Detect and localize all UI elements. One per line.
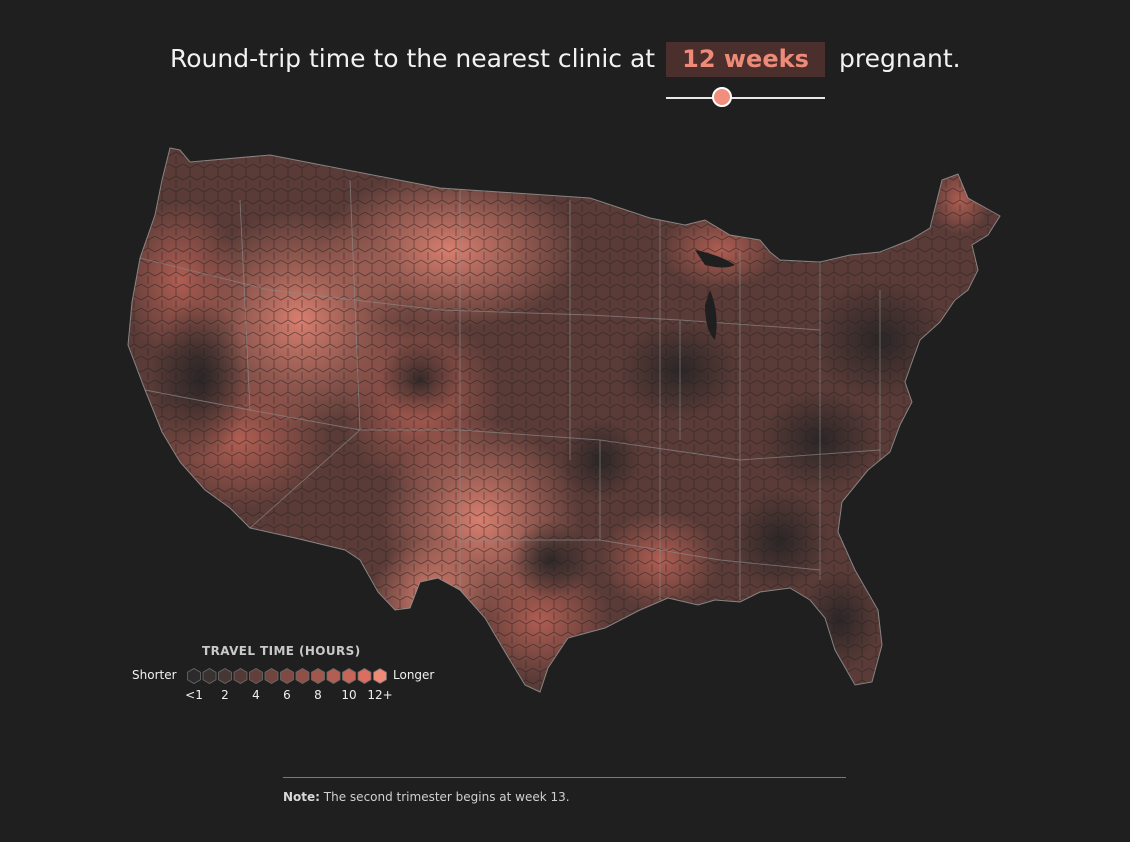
legend-swatch: [218, 668, 232, 684]
note-divider: [283, 777, 846, 778]
legend: TRAVEL TIME (HOURS) Shorter Longer <1 2 4 6…: [128, 642, 448, 712]
legend-tick-label: 8: [314, 688, 322, 702]
slider-track[interactable]: [666, 97, 825, 99]
us-outline: [127, 147, 1001, 693]
legend-tick-label: 10: [341, 688, 357, 702]
legend-swatch: [326, 668, 341, 684]
legend-swatch: [295, 668, 310, 684]
weeks-value-badge: 12 weeks: [666, 42, 825, 77]
legend-swatches: [187, 668, 387, 684]
weeks-slider[interactable]: [666, 86, 825, 110]
legend-tick-label: 12+: [367, 688, 393, 702]
legend-high-label: Longer: [393, 668, 435, 682]
note-text: The second trimester begins at week 13.: [323, 790, 570, 804]
legend-swatch: [280, 668, 294, 684]
legend-swatch: [373, 668, 387, 684]
legend-tick-label: 6: [283, 688, 291, 702]
note-label: Note:: [283, 790, 320, 804]
legend-swatch: [311, 668, 325, 684]
footnote: Note: The second trimester begins at wee…: [283, 790, 570, 804]
legend-swatch: [202, 668, 217, 684]
legend-tick-label: 2: [221, 688, 229, 702]
legend-title: TRAVEL TIME (HOURS): [202, 644, 361, 658]
lake-superior: [695, 250, 735, 268]
legend-tick-label: 4: [252, 688, 260, 702]
lake-michigan: [705, 290, 717, 340]
legend-swatch: [187, 668, 201, 684]
legend-swatch: [264, 668, 279, 684]
headline-trail-text: pregnant.: [839, 44, 961, 73]
headline: Round-trip time to the nearest clinic at…: [0, 38, 1130, 88]
legend-swatch: [249, 668, 263, 684]
us-travel-time-map: [127, 147, 1001, 693]
state-borders: [139, 179, 881, 600]
legend-low-label: Shorter: [132, 668, 177, 682]
slider-thumb[interactable]: [712, 87, 732, 107]
legend-swatch: [342, 668, 356, 684]
headline-lead-text: Round-trip time to the nearest clinic at: [170, 44, 656, 73]
legend-tick-label: <1: [185, 688, 203, 702]
legend-swatch: [357, 668, 372, 684]
legend-swatch: [233, 668, 248, 684]
